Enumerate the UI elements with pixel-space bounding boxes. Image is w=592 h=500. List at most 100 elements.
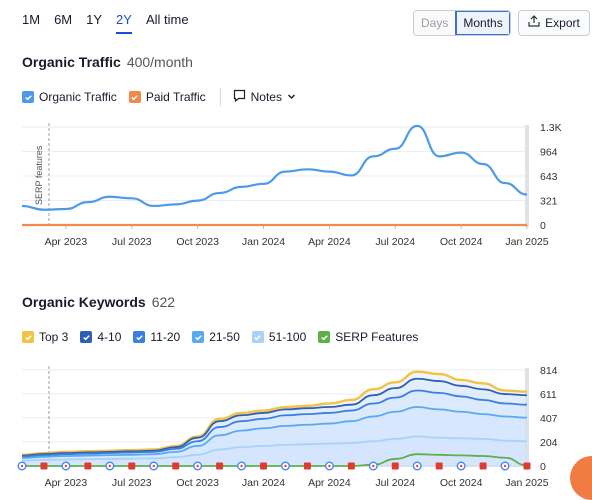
y-tick-label: 643 <box>540 171 558 183</box>
traffic-title-text: Organic Traffic <box>22 54 121 70</box>
series-line-top-3 <box>21 370 528 456</box>
x-tick-label: Jan 2024 <box>242 236 285 248</box>
days-button[interactable]: Days <box>414 11 456 35</box>
organic-keywords-chart: 814 611 407 204 0 Apr 2023 Jul 2023 Oct 2023 Jan… <box>17 365 558 489</box>
x-tick-label: Oct 2023 <box>176 477 219 489</box>
keywords-title-text: Organic Keywords <box>22 294 146 310</box>
x-tick-label: Apr 2024 <box>308 477 351 489</box>
y-tick-label: 611 <box>540 389 557 401</box>
organic-traffic-chart: 1.3K 964 643 321 0 Apr 2023 Jul 2023 Oct 2023 Ja… <box>21 122 562 248</box>
export-icon <box>528 11 540 35</box>
series-line-4-10 <box>21 377 528 457</box>
notes-label: Notes <box>250 90 282 104</box>
area-fill <box>22 407 527 466</box>
flag-icon <box>128 462 136 470</box>
flag-icon <box>303 462 311 470</box>
y-tick-label: 407 <box>540 413 558 425</box>
y-tick-label: 0 <box>540 461 546 473</box>
keywords-value: 622 <box>151 294 176 310</box>
range-tab-6m[interactable]: 6M <box>54 12 73 27</box>
x-tick-label: Apr 2023 <box>45 477 88 489</box>
checkbox-checked-icon <box>318 331 331 343</box>
area-fill <box>22 390 527 466</box>
granularity-toggle: Days Months <box>413 10 511 36</box>
legend-serp-features[interactable]: SERP Features <box>318 330 418 344</box>
range-tab-all-time[interactable]: All time <box>145 12 189 27</box>
legend-4-10[interactable]: 4-10 <box>80 330 121 344</box>
legend-divider <box>219 88 221 106</box>
export-label: Export <box>545 16 580 30</box>
checkbox-checked-icon <box>192 331 205 343</box>
y-tick-label: 814 <box>540 365 558 377</box>
google-update-dot <box>284 464 287 468</box>
legend-label: Paid Traffic <box>145 90 206 104</box>
legend-label: SERP Features <box>335 330 419 344</box>
range-tab-2y[interactable]: 2Y <box>116 12 132 34</box>
flag-icon <box>391 462 399 470</box>
x-tick-label: Jan 2024 <box>242 477 285 489</box>
google-update-dot <box>20 464 24 468</box>
google-update-dot <box>108 464 112 468</box>
flag-icon <box>435 462 443 470</box>
chat-launcher-button[interactable] <box>570 456 592 500</box>
chevron-down-icon <box>287 90 296 104</box>
google-update-dot <box>503 464 507 468</box>
range-tab-1y[interactable]: 1Y <box>86 12 103 27</box>
google-update-dot <box>416 464 419 468</box>
legend-label: 11-20 <box>150 330 181 344</box>
checkbox-checked-icon <box>128 91 141 103</box>
x-tick-label: Jan 2025 <box>505 477 548 489</box>
series-line-organic-traffic <box>21 124 528 211</box>
flag-icon <box>260 462 268 470</box>
flag-icon <box>84 462 92 470</box>
serp-features-marker-label: SERP features <box>34 145 44 205</box>
flag-icon <box>479 462 487 470</box>
checkbox-checked-icon <box>251 331 264 343</box>
date-range-tabs: 1M 6M 1Y 2Y All time <box>22 12 203 34</box>
traffic-value: 400/month <box>126 54 193 70</box>
export-button[interactable]: Export <box>518 10 590 36</box>
legend-label: Organic Traffic <box>39 90 117 104</box>
y-tick-label: 964 <box>540 147 558 159</box>
checkbox-checked-icon <box>22 331 34 343</box>
y-tick-label: 1.3K <box>540 122 562 134</box>
y-tick-label: 0 <box>540 220 546 232</box>
x-tick-label: Jul 2024 <box>375 236 415 248</box>
keywords-title: Organic Keywords 622 <box>22 294 175 310</box>
right-edge-strip <box>525 125 529 227</box>
google-update-dot <box>328 464 331 468</box>
flag-icon <box>523 462 531 470</box>
legend-21-50[interactable]: 21-50 <box>192 330 240 344</box>
keywords-legend: Top 3 4-10 11-20 21-50 51-100 SERP Featu… <box>22 330 430 344</box>
traffic-legend: Organic Traffic Paid Traffic Notes <box>22 88 296 106</box>
google-update-dot <box>240 464 243 468</box>
x-tick-label: Jan 2025 <box>505 236 548 248</box>
x-tick-label: Apr 2024 <box>308 236 351 248</box>
x-tick-label: Apr 2023 <box>45 236 88 248</box>
legend-label: 21-50 <box>209 330 240 344</box>
flag-icon <box>347 462 355 470</box>
flag-icon <box>216 462 224 470</box>
x-tick-label: Jul 2024 <box>375 477 415 489</box>
legend-organic-traffic[interactable]: Organic Traffic <box>22 90 117 104</box>
google-update-dot <box>196 464 199 468</box>
x-tick-label: Oct 2023 <box>176 236 219 248</box>
months-button[interactable]: Months <box>455 11 510 35</box>
legend-paid-traffic[interactable]: Paid Traffic <box>128 90 206 104</box>
series-line-51-100 <box>21 435 528 462</box>
google-update-dot <box>372 464 375 468</box>
flag-icon <box>40 462 48 470</box>
x-tick-label: Jul 2023 <box>112 236 152 248</box>
series-line-21-50 <box>21 406 528 459</box>
area-fill <box>22 378 527 466</box>
checkbox-checked-icon <box>22 91 34 103</box>
x-tick-label: Oct 2024 <box>440 236 483 248</box>
legend-11-20[interactable]: 11-20 <box>133 330 180 344</box>
area-fill <box>22 371 527 466</box>
legend-top-3[interactable]: Top 3 <box>22 330 68 344</box>
notes-icon <box>233 89 246 105</box>
legend-51-100[interactable]: 51-100 <box>251 330 306 344</box>
notes-dropdown[interactable]: Notes <box>233 89 296 105</box>
range-tab-1m[interactable]: 1M <box>22 12 41 27</box>
flag-icon <box>172 462 180 470</box>
